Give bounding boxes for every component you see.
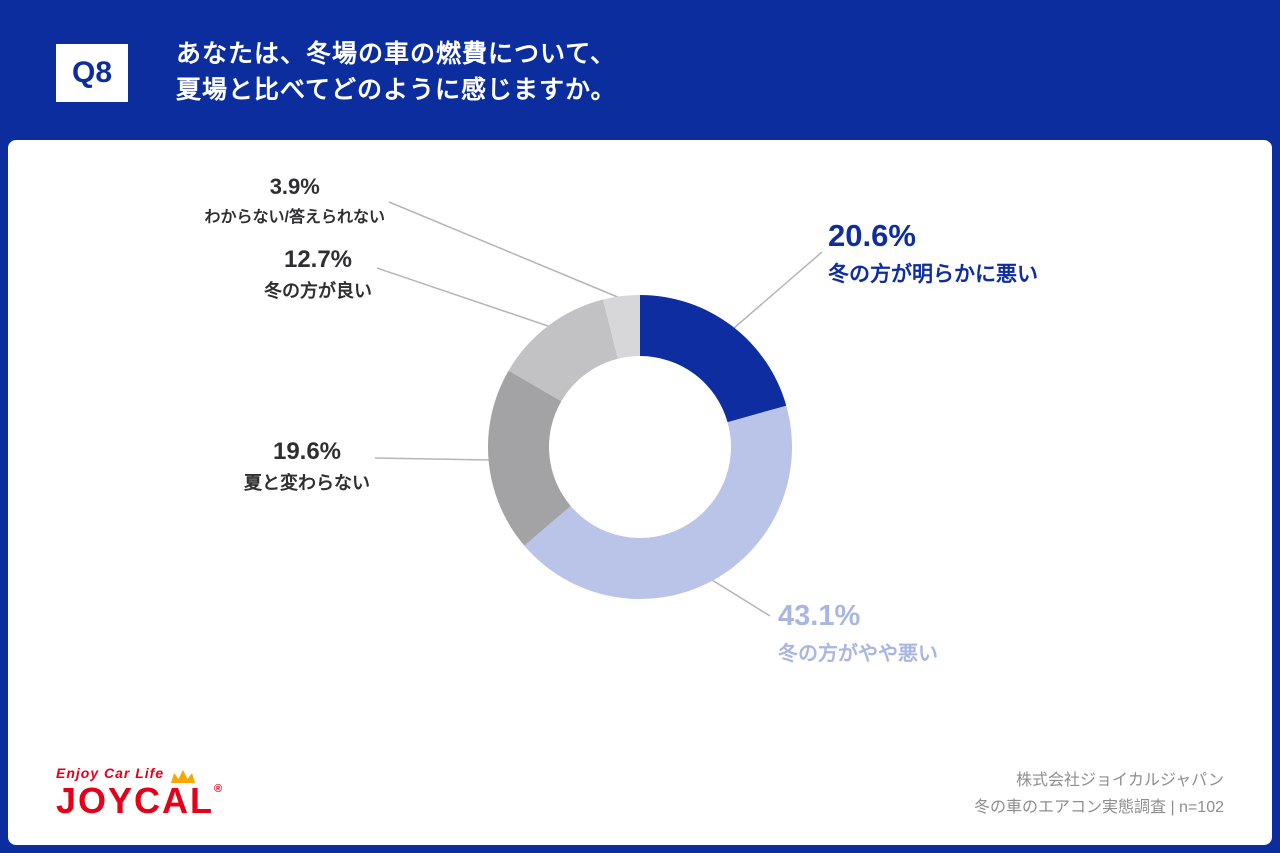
donut-chart	[488, 295, 793, 600]
leader-lines	[374, 201, 823, 617]
percent-value: 20.6%	[828, 218, 916, 253]
percent-value: 43.1%	[778, 600, 861, 632]
survey-credit: 株式会社ジョイカルジャパン 冬の車のエアコン実態調査 | n=102	[974, 767, 1224, 821]
percent-value: 3.9%	[269, 174, 320, 199]
callout-dont-know: 3.9% わからない/答えられない	[205, 174, 385, 227]
percent-value: 12.7%	[283, 246, 353, 273]
question-number-badge: Q8	[56, 44, 128, 102]
donut-segment	[508, 299, 618, 402]
content-card: 20.6% 冬の方が明らかに悪い 43.1% 冬の方がやや悪い 19.6% 夏と…	[8, 140, 1272, 845]
logo-tagline: Enjoy Car Life	[56, 765, 165, 781]
registered-mark: ®	[214, 783, 223, 795]
segment-label: 冬の方がやや悪い	[778, 643, 938, 665]
page-title: あなたは、冬場の車の燃費について、 夏場と比べてどのように感じますか。	[176, 36, 617, 109]
callout-winter-slightly-worse: 43.1% 冬の方がやや悪い	[778, 600, 938, 666]
logo-brand-text: JOYCAL	[56, 780, 215, 821]
joycal-logo: Enjoy Car Life JOYCAL®	[56, 765, 222, 819]
credit-survey: 冬の車のエアコン実態調査 | n=102	[974, 798, 1224, 816]
donut-segment	[524, 405, 793, 600]
segment-label: 冬の方が良い	[264, 281, 372, 301]
header: Q8 あなたは、冬場の車の燃費について、 夏場と比べてどのように感じますか。	[0, 0, 1280, 140]
title-line-2: 夏場と比べてどのように感じますか。	[176, 76, 617, 105]
donut-chart-canvas	[374, 201, 823, 617]
callout-same-as-summer: 19.6% 夏と変わらない	[244, 438, 370, 495]
segment-label: 夏と変わらない	[244, 473, 370, 493]
leader-line-winter-better	[376, 267, 549, 327]
segment-label: 冬の方が明らかに悪い	[828, 263, 1038, 286]
credit-company: 株式会社ジョイカルジャパン	[1015, 771, 1224, 789]
donut-segment	[640, 295, 787, 423]
leader-line-winter-clearly-worse	[733, 251, 823, 329]
crown-icon	[171, 770, 196, 783]
leader-line-dont-know	[388, 201, 621, 299]
donut-segment	[488, 370, 571, 546]
segment-label: わからない/答えられない	[204, 209, 385, 226]
percent-value: 19.6%	[272, 438, 342, 465]
leader-line-same-as-summer	[374, 457, 492, 461]
title-line-1: あなたは、冬場の車の燃費について、	[176, 40, 617, 68]
callout-winter-better: 12.7% 冬の方が良い	[264, 246, 372, 303]
leader-line-winter-slightly-worse	[711, 579, 771, 617]
callout-winter-clearly-worse: 20.6% 冬の方が明らかに悪い	[828, 218, 1038, 288]
donut-segment	[603, 295, 640, 359]
